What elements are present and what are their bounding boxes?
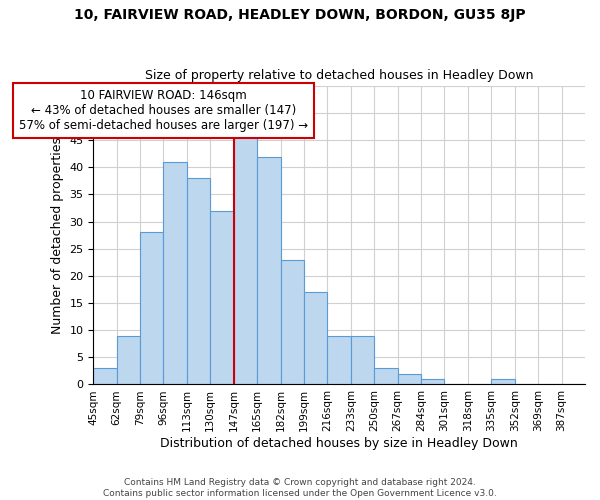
Bar bbox=[116, 336, 140, 384]
Bar bbox=[93, 368, 116, 384]
Bar bbox=[328, 336, 351, 384]
Bar bbox=[491, 379, 515, 384]
Bar bbox=[281, 260, 304, 384]
Text: Contains HM Land Registry data © Crown copyright and database right 2024.
Contai: Contains HM Land Registry data © Crown c… bbox=[103, 478, 497, 498]
Bar bbox=[210, 211, 233, 384]
Bar bbox=[140, 232, 163, 384]
Bar bbox=[374, 368, 398, 384]
Bar bbox=[351, 336, 374, 384]
Bar bbox=[257, 156, 281, 384]
Bar bbox=[187, 178, 210, 384]
Bar bbox=[304, 292, 328, 384]
Bar bbox=[398, 374, 421, 384]
Bar bbox=[233, 135, 257, 384]
Bar bbox=[163, 162, 187, 384]
Y-axis label: Number of detached properties: Number of detached properties bbox=[51, 136, 64, 334]
Text: 10 FAIRVIEW ROAD: 146sqm
← 43% of detached houses are smaller (147)
57% of semi-: 10 FAIRVIEW ROAD: 146sqm ← 43% of detach… bbox=[19, 88, 308, 132]
Title: Size of property relative to detached houses in Headley Down: Size of property relative to detached ho… bbox=[145, 69, 533, 82]
X-axis label: Distribution of detached houses by size in Headley Down: Distribution of detached houses by size … bbox=[160, 437, 518, 450]
Bar bbox=[421, 379, 445, 384]
Text: 10, FAIRVIEW ROAD, HEADLEY DOWN, BORDON, GU35 8JP: 10, FAIRVIEW ROAD, HEADLEY DOWN, BORDON,… bbox=[74, 8, 526, 22]
